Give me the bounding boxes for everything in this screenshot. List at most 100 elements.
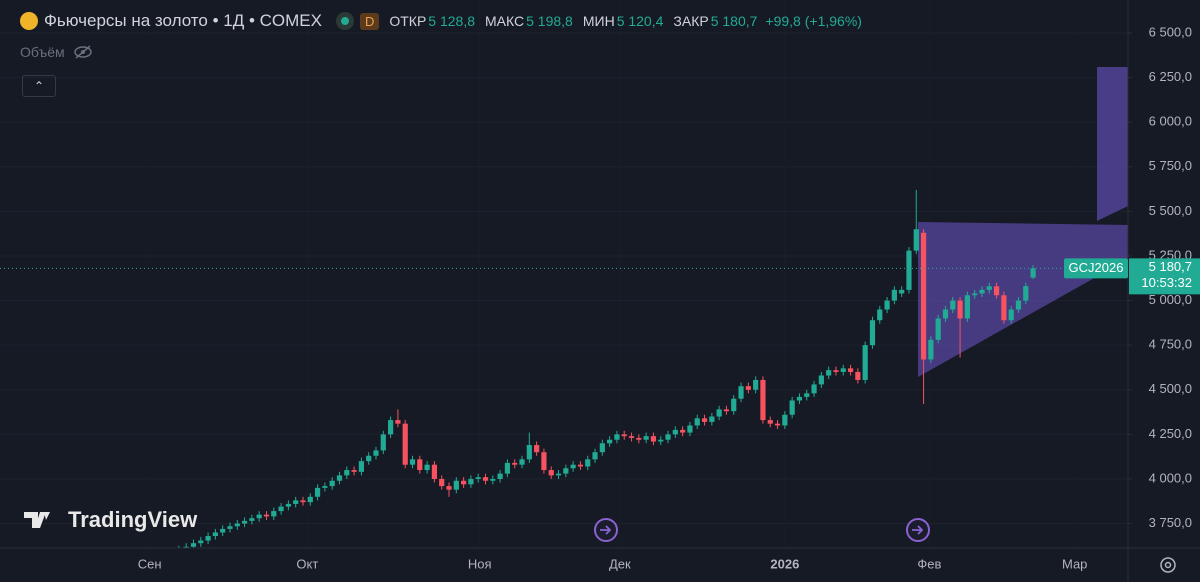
candle-body (570, 464, 576, 469)
candle-body (395, 420, 401, 424)
candle-body (519, 459, 525, 465)
candle-body (256, 514, 262, 519)
candle-body (1008, 309, 1014, 321)
symbol-logo (20, 12, 38, 30)
candle-body (183, 546, 189, 548)
candle-body (205, 536, 211, 541)
price-tag (1129, 258, 1200, 295)
ohlc-legend: ОТКР 5 128,8 МАКС 5 198,8 МИН 5 120,4 ЗАКР 5 18… (385, 13, 757, 29)
candle-body (891, 289, 897, 301)
candle-body (169, 552, 174, 557)
candle-body (628, 436, 635, 438)
drawings (918, 67, 1128, 377)
candle-body (336, 475, 343, 481)
candle-body (285, 503, 291, 507)
candle-body (847, 368, 854, 372)
candle-body (263, 514, 270, 517)
candle-body (687, 425, 693, 433)
candle-body (512, 462, 518, 465)
candle-body (555, 473, 562, 476)
candle-body (373, 450, 379, 456)
candle-body (672, 429, 678, 435)
candle-body (482, 477, 489, 481)
candle-body (1023, 286, 1029, 301)
candle-body (964, 295, 970, 319)
candle-body (840, 368, 846, 372)
candle-body (563, 468, 569, 474)
change: +99,8 (+1,96%) (765, 13, 862, 29)
candle-body (884, 300, 890, 310)
ohlc-value: 5 120,4 (616, 13, 664, 29)
collapse-button[interactable]: ⌃ (22, 75, 56, 97)
event-icon[interactable] (906, 518, 930, 542)
candle-body (592, 452, 598, 460)
candle-body (322, 486, 328, 488)
candle-body (504, 462, 511, 474)
candle-body (913, 229, 919, 251)
y-tick-label: 4 000,0 (1149, 470, 1192, 485)
candle-body (942, 309, 949, 319)
candle-body (278, 506, 284, 512)
x-tick-label: Мар (1062, 556, 1087, 571)
candle-body (833, 370, 839, 372)
candle-body (738, 386, 744, 399)
candle-body (826, 370, 832, 376)
candle-body (220, 528, 226, 533)
candle-body (986, 286, 992, 290)
candle-body (176, 549, 181, 552)
last-price-label: 5 180,7 (1149, 259, 1192, 274)
candle-body (307, 496, 313, 503)
candle-body (753, 379, 759, 390)
candle-body (1001, 295, 1007, 321)
candle-body (701, 418, 708, 422)
candle-body (935, 318, 941, 340)
candle-body (344, 470, 350, 476)
candle-body (899, 289, 905, 294)
candle-body (409, 459, 416, 465)
y-tick-label: 3 750,0 (1149, 515, 1192, 530)
candle-body (650, 436, 657, 442)
candle-body (358, 461, 364, 472)
candle-body (774, 423, 781, 426)
candle-body (1015, 300, 1022, 310)
event-icon[interactable] (594, 518, 618, 542)
x-tick-label: Окт (296, 556, 318, 571)
interval-badge[interactable]: D (359, 12, 380, 30)
candle-body (636, 437, 642, 440)
candle-body (869, 320, 876, 346)
target-zone (1097, 67, 1128, 221)
candle-body (314, 487, 321, 497)
countdown: 10:53:32 (1141, 275, 1192, 290)
candle-body (380, 434, 386, 451)
settings-icon[interactable] (1160, 557, 1176, 573)
candle-body (431, 464, 438, 479)
candle-body (782, 414, 788, 426)
candle-body (818, 375, 824, 385)
candle-body (1030, 268, 1036, 278)
y-tick-label: 6 500,0 (1149, 24, 1192, 39)
candle-body (906, 250, 912, 290)
y-tick-label: 6 000,0 (1149, 114, 1192, 129)
candle-body (497, 473, 503, 479)
y-tick-label: 4 250,0 (1149, 426, 1192, 441)
candle-body (453, 480, 459, 490)
market-status[interactable] (335, 12, 354, 30)
candle-body (198, 540, 204, 544)
candle-body (577, 464, 584, 467)
y-tick-label: 5 500,0 (1149, 203, 1192, 218)
symbol-label: GCJ2026 (1069, 260, 1124, 275)
candle-body (468, 478, 474, 485)
candle-body (993, 286, 1000, 296)
candle-body (731, 398, 737, 412)
candle-body (716, 409, 722, 417)
volume-legend[interactable]: Объём (20, 44, 93, 60)
candle-body (541, 452, 547, 471)
candle-body (241, 520, 248, 524)
candle-body (212, 532, 218, 537)
candle-body (855, 371, 861, 380)
candle-body (694, 418, 700, 426)
candle-body (811, 384, 817, 394)
candle-body (796, 396, 803, 401)
candle-body (490, 478, 496, 481)
